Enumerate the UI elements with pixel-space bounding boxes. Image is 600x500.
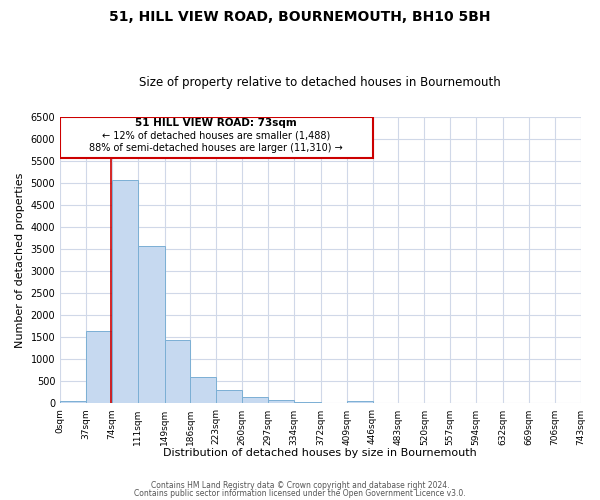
Text: Contains public sector information licensed under the Open Government Licence v3: Contains public sector information licen… [134, 488, 466, 498]
Bar [86, 331, 112, 404]
Bar [164, 340, 190, 404]
Bar [190, 376, 217, 404]
Text: 88% of semi-detached houses are larger (11,310) →: 88% of semi-detached houses are larger (… [89, 143, 343, 153]
Bar [242, 397, 268, 404]
Text: 51, HILL VIEW ROAD, BOURNEMOUTH, BH10 5BH: 51, HILL VIEW ROAD, BOURNEMOUTH, BH10 5B… [109, 10, 491, 24]
Text: Contains HM Land Registry data © Crown copyright and database right 2024.: Contains HM Land Registry data © Crown c… [151, 481, 449, 490]
Bar [217, 390, 242, 404]
X-axis label: Distribution of detached houses by size in Bournemouth: Distribution of detached houses by size … [163, 448, 477, 458]
Bar [60, 401, 86, 404]
Bar [268, 400, 294, 404]
Title: Size of property relative to detached houses in Bournemouth: Size of property relative to detached ho… [139, 76, 501, 90]
Bar [294, 402, 320, 404]
Bar [138, 246, 164, 404]
Text: ← 12% of detached houses are smaller (1,488): ← 12% of detached houses are smaller (1,… [102, 130, 331, 140]
Bar [112, 180, 138, 404]
Bar [60, 117, 373, 158]
Y-axis label: Number of detached properties: Number of detached properties [15, 172, 25, 348]
Text: 51 HILL VIEW ROAD: 73sqm: 51 HILL VIEW ROAD: 73sqm [136, 118, 297, 128]
Bar [347, 401, 373, 404]
